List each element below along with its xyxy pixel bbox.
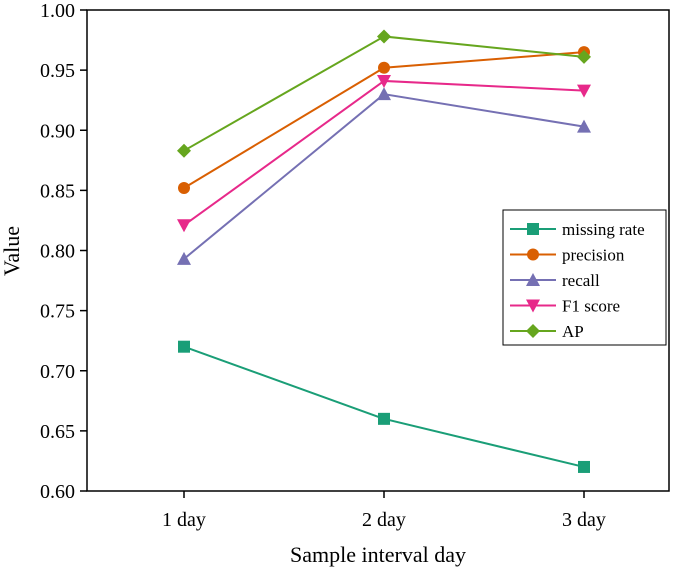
series-f1-score xyxy=(177,74,591,233)
x-tick-label: 3 day xyxy=(562,509,606,531)
series-missing-rate xyxy=(178,340,590,473)
data-point-f1-score xyxy=(177,219,191,233)
series-line-f1-score xyxy=(183,79,585,227)
x-axis: 1 day 2 day 3 day xyxy=(162,491,606,531)
y-tick-label: 0.75 xyxy=(40,301,75,323)
y-axis: 0.60 0.65 0.70 0.75 0.80 0.85 0.90 0.95 1.00 xyxy=(40,0,87,503)
y-axis-title: Value xyxy=(0,226,24,276)
series-precision xyxy=(178,46,590,194)
data-point-precision xyxy=(378,61,390,74)
x-axis-title: Sample interval day xyxy=(290,542,466,567)
data-point-recall xyxy=(577,119,591,133)
y-tick-label: 1.00 xyxy=(40,0,75,22)
legend-marker xyxy=(526,299,540,313)
data-point-missing-rate xyxy=(578,460,590,473)
y-tick-label: 0.80 xyxy=(40,241,75,263)
data-point-ap xyxy=(577,49,591,64)
legend-item-ap: AP xyxy=(510,322,584,341)
legend-marker xyxy=(526,273,540,286)
series-layer xyxy=(177,29,591,473)
legend-item-recall: recall xyxy=(510,271,600,290)
y-tick-label: 0.65 xyxy=(40,421,75,443)
y-tick-label: 0.60 xyxy=(40,481,75,503)
legend-item-f1-score: F1 score xyxy=(510,297,620,316)
data-point-ap xyxy=(177,143,191,158)
x-tick-label: 1 day xyxy=(162,509,206,531)
data-point-ap xyxy=(377,29,391,44)
data-point-recall xyxy=(377,87,391,101)
legend-label: missing rate xyxy=(562,220,645,239)
legend-label: F1 score xyxy=(562,297,620,316)
legend-marker xyxy=(526,324,540,338)
series-ap xyxy=(177,29,591,158)
data-point-f1-score xyxy=(577,84,591,98)
legend-label: precision xyxy=(562,246,625,265)
y-tick-label: 0.95 xyxy=(40,60,75,82)
legend-item-precision: precision xyxy=(510,246,625,265)
y-tick-label: 0.70 xyxy=(40,361,75,383)
legend-item-missing-rate: missing rate xyxy=(510,220,645,239)
x-tick-label: 2 day xyxy=(362,509,406,531)
legend: missing rate precision recall F1 score AP xyxy=(502,209,667,346)
data-point-f1-score xyxy=(377,74,391,88)
data-point-recall xyxy=(177,251,191,265)
series-line-missing-rate xyxy=(183,345,585,468)
data-point-missing-rate xyxy=(378,412,390,425)
data-point-missing-rate xyxy=(178,340,190,353)
legend-marker xyxy=(527,223,539,235)
data-point-precision xyxy=(178,181,190,194)
legend-label: recall xyxy=(562,271,600,290)
series-recall xyxy=(177,87,591,265)
y-tick-label: 0.85 xyxy=(40,180,75,202)
legend-marker xyxy=(527,248,539,261)
legend-label: AP xyxy=(562,322,584,341)
y-tick-label: 0.90 xyxy=(40,120,75,142)
